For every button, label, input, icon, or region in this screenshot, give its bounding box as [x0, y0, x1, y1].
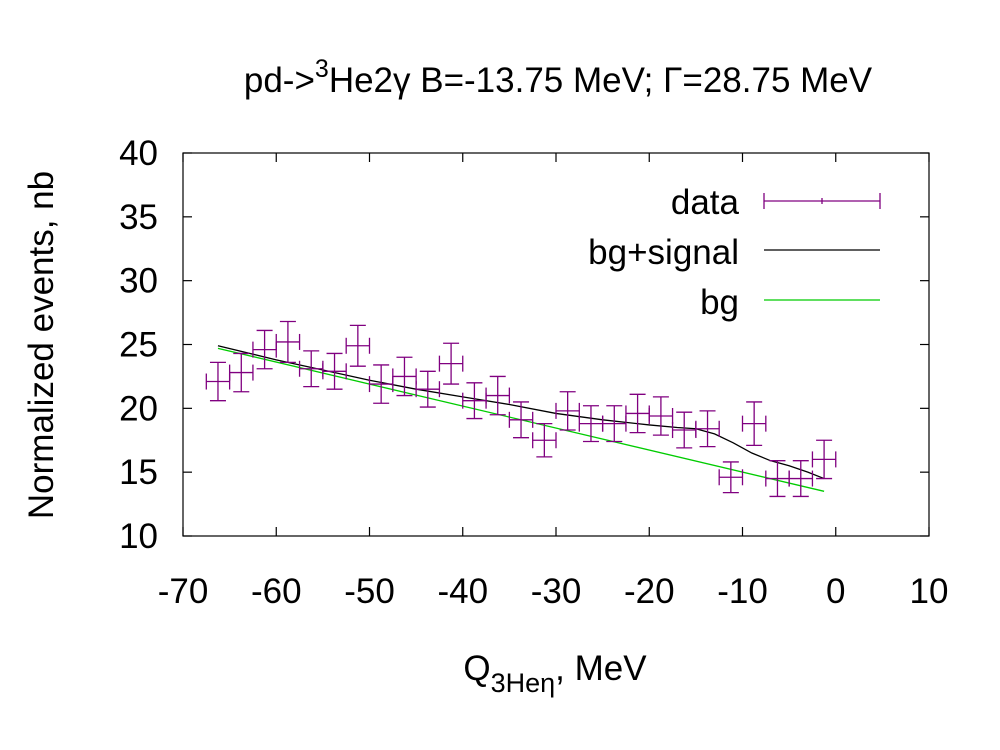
data-point	[485, 375, 511, 416]
data-point	[555, 391, 580, 431]
data-point	[578, 405, 604, 443]
y-tick-label: 40	[119, 134, 158, 173]
y-tick-label: 35	[119, 198, 158, 237]
y-tick-label: 20	[119, 389, 158, 428]
data-points	[205, 320, 837, 498]
data-point	[695, 410, 720, 448]
x-tick-label: 10	[910, 572, 949, 611]
data-point	[368, 364, 394, 404]
data-point	[298, 350, 324, 388]
data-point	[765, 460, 790, 498]
y-tick-label: 15	[119, 453, 158, 492]
data-point	[275, 320, 301, 364]
data-point	[205, 361, 231, 402]
y-tick-labels: 10 15 20 25 30 35 40	[119, 134, 158, 556]
x-tick-label: -70	[158, 572, 209, 611]
data-point	[322, 352, 347, 390]
x-axis-label: Q3Heη, MeV	[463, 649, 647, 698]
x-tick-label: 0	[826, 572, 845, 611]
legend-label-bg: bg	[700, 283, 739, 322]
legend-key-data	[763, 193, 881, 209]
axis-ticks	[182, 152, 930, 537]
legend: data bg+signal bg	[588, 183, 881, 322]
data-point	[415, 370, 441, 408]
x-tick-label: -60	[251, 572, 302, 611]
legend-label-data: data	[671, 183, 740, 222]
data-point	[532, 423, 557, 458]
data-point	[252, 329, 277, 370]
data-point	[788, 460, 814, 498]
data-point	[438, 342, 464, 385]
data-point	[811, 439, 837, 480]
data-point	[392, 356, 417, 397]
x-tick-labels: -70 -60 -50 -40 -30 -20 -10 0 10	[158, 572, 949, 611]
x-tick-label: -30	[531, 572, 582, 611]
legend-label-bg-signal: bg+signal	[588, 233, 739, 272]
data-point	[228, 352, 254, 393]
y-tick-label: 10	[119, 517, 158, 556]
data-point	[508, 401, 534, 439]
chart-title: pd->3He2γ B=-13.75 MeV; Γ=28.75 MeV	[244, 55, 873, 100]
x-tick-label: -20	[624, 572, 675, 611]
data-point	[648, 396, 674, 436]
y-tick-label: 30	[119, 262, 158, 301]
y-tick-label: 25	[119, 326, 158, 365]
data-point	[625, 393, 650, 434]
data-point	[718, 461, 744, 494]
x-tick-label: -10	[717, 572, 768, 611]
y-axis-label: Normalized events, nb	[22, 171, 61, 519]
x-tick-label: -50	[344, 572, 395, 611]
data-point	[601, 405, 627, 443]
data-point	[462, 382, 487, 420]
data-point	[741, 401, 767, 447]
data-point	[345, 324, 371, 367]
x-tick-label: -40	[437, 572, 488, 611]
data-point	[671, 411, 697, 449]
